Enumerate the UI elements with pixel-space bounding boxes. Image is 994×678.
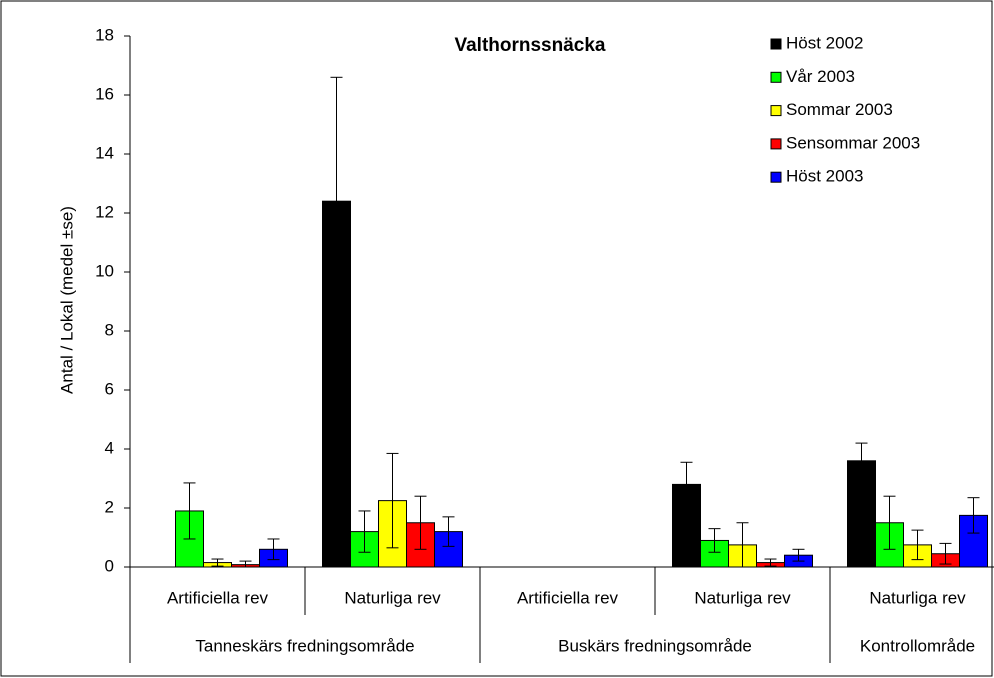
y-tick-label: 12	[95, 202, 114, 221]
y-tick-label: 8	[105, 320, 114, 339]
error-bar	[414, 495, 427, 550]
legend-label: Sommar 2003	[786, 100, 893, 119]
group-label: Tanneskärs fredningsområde	[195, 636, 414, 655]
legend-swatch	[770, 105, 782, 117]
error-bar	[386, 452, 399, 549]
error-bar	[680, 461, 693, 508]
error-bar	[939, 542, 952, 565]
y-tick-label: 0	[105, 556, 114, 575]
error-bar	[883, 495, 896, 550]
legend-label: Höst 2002	[786, 33, 864, 52]
legend-swatch	[770, 171, 782, 183]
group-label: Buskärs fredningsområde	[558, 636, 752, 655]
error-bar	[708, 528, 721, 553]
chart-title: Valthornssnäcka	[454, 35, 605, 56]
y-tick-label: 2	[105, 497, 114, 516]
error-bar	[764, 558, 777, 567]
legend-swatch	[770, 38, 782, 50]
group-label: Kontrollområde	[860, 636, 975, 655]
y-axis-label: Antal / Lokal (medel ±se)	[57, 206, 76, 394]
legend-label: Vår 2003	[786, 67, 855, 86]
error-bar	[211, 558, 224, 567]
error-bar	[911, 529, 924, 561]
x-tick-label: Artificiella rev	[517, 588, 619, 607]
legend-swatch	[770, 138, 782, 150]
x-tick-label: Artificiella rev	[167, 588, 269, 607]
error-bar	[792, 548, 805, 562]
error-bar	[855, 442, 868, 479]
error-bar	[330, 76, 343, 326]
legend-swatch	[770, 71, 782, 83]
error-bar	[442, 516, 455, 547]
y-tick-label: 6	[105, 379, 114, 398]
error-bar	[358, 510, 371, 553]
y-tick-label: 14	[95, 143, 114, 162]
y-tick-label: 10	[95, 261, 114, 280]
x-tick-label: Naturliga rev	[344, 588, 441, 607]
y-tick-label: 16	[95, 84, 114, 103]
y-tick-label: 4	[105, 438, 114, 457]
x-tick-label: Naturliga rev	[869, 588, 966, 607]
y-tick-label: 18	[95, 25, 114, 44]
legend-label: Höst 2003	[786, 167, 864, 186]
error-bar	[267, 538, 280, 561]
x-tick-label: Naturliga rev	[694, 588, 791, 607]
error-bar	[183, 482, 196, 540]
error-bar	[967, 497, 980, 534]
legend-label: Sensommar 2003	[786, 133, 920, 152]
